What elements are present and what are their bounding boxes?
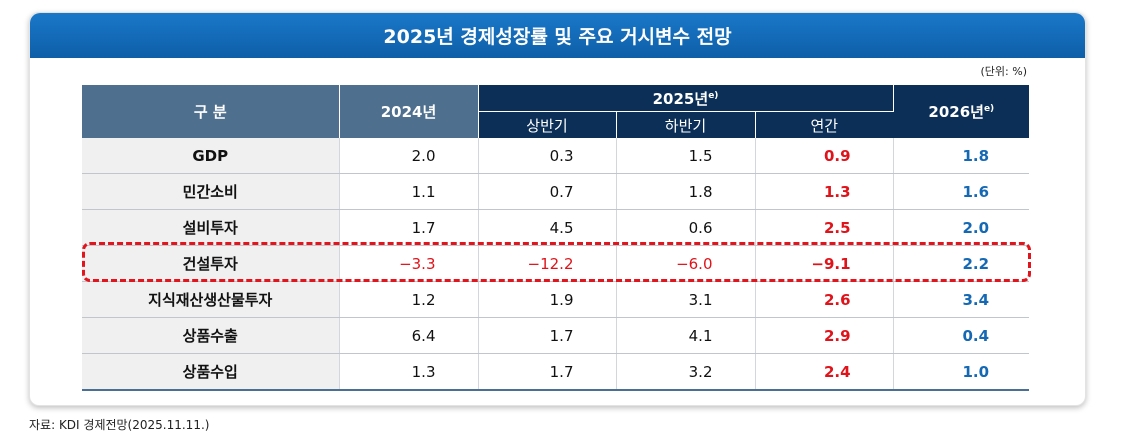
header-2026-sup: e) — [983, 104, 995, 114]
cell-annual: 2.9 — [755, 317, 894, 354]
cell-2024: 1.2 — [339, 281, 479, 318]
cell-2026: 0.4 — [893, 317, 1030, 354]
cell-annual: 2.5 — [755, 209, 894, 246]
cell-first-half: 1.9 — [478, 281, 617, 318]
table-row: GDP 2.0 0.3 1.5 0.9 1.8 — [82, 138, 1030, 174]
forecast-card: 2025년 경제성장률 및 주요 거시변수 전망 (단위: %) 구 분 202… — [29, 12, 1086, 406]
table-row: 상품수입 1.3 1.7 3.2 2.4 1.0 — [82, 353, 1030, 391]
cell-annual: 0.9 — [755, 138, 894, 174]
cell-first-half: 1.7 — [478, 317, 617, 354]
cell-2024: 1.3 — [339, 353, 479, 391]
cell-2024: 6.4 — [339, 317, 479, 354]
row-label: GDP — [82, 138, 340, 174]
cell-second-half: 3.2 — [616, 353, 756, 391]
cell-annual: −9.1 — [755, 245, 894, 282]
cell-annual: 1.3 — [755, 173, 894, 210]
table-row: 지식재산생산물투자 1.2 1.9 3.1 2.6 3.4 — [82, 281, 1030, 318]
cell-2024: 1.7 — [339, 209, 479, 246]
cell-2024: −3.3 — [339, 245, 479, 282]
unit-label: (단위: %) — [980, 65, 1027, 78]
cell-first-half: 0.7 — [478, 173, 617, 210]
cell-2026: 1.6 — [893, 173, 1030, 210]
header-second-half: 하반기 — [616, 111, 756, 138]
cell-second-half: 4.1 — [616, 317, 756, 354]
header-2025-label: 2025년 — [652, 89, 709, 108]
table-row: 상품수출 6.4 1.7 4.1 2.9 0.4 — [82, 317, 1030, 354]
cell-second-half: 1.5 — [616, 138, 756, 174]
header-2026-label: 2026년 — [928, 103, 984, 121]
cell-second-half: 0.6 — [616, 209, 756, 246]
cell-2024: 2.0 — [339, 138, 479, 174]
cell-2024: 1.1 — [339, 173, 479, 210]
cell-2026: 2.2 — [893, 245, 1030, 282]
forecast-table: 구 분 2024년 2025년e) 2026년e) 상반기 하반기 연간 GDP… — [82, 85, 1030, 391]
cell-first-half: 1.7 — [478, 353, 617, 391]
cell-second-half: 3.1 — [616, 281, 756, 318]
row-label: 민간소비 — [82, 173, 340, 210]
header-first-half: 상반기 — [478, 111, 617, 138]
header-2024: 2024년 — [339, 85, 479, 138]
row-label: 건설투자 — [82, 245, 340, 282]
header-2026: 2026년e) — [893, 85, 1030, 138]
cell-first-half: 4.5 — [478, 209, 617, 246]
cell-second-half: 1.8 — [616, 173, 756, 210]
cell-2026: 2.0 — [893, 209, 1030, 246]
cell-2026: 1.8 — [893, 138, 1030, 174]
cell-second-half: −6.0 — [616, 245, 756, 282]
row-label: 설비투자 — [82, 209, 340, 246]
table-row-highlighted: 건설투자 −3.3 −12.2 −6.0 −9.1 2.2 — [82, 245, 1030, 282]
table-row: 설비투자 1.7 4.5 0.6 2.5 2.0 — [82, 209, 1030, 246]
page-title: 2025년 경제성장률 및 주요 거시변수 전망 — [30, 13, 1085, 58]
header-2025-sup: e) — [708, 90, 719, 101]
row-label: 상품수출 — [82, 317, 340, 354]
header-annual: 연간 — [755, 111, 894, 138]
header-2025: 2025년e) — [478, 85, 894, 112]
source-note: 자료: KDI 경제전망(2025.11.11.) — [29, 418, 210, 432]
cell-2026: 1.0 — [893, 353, 1030, 391]
row-label: 상품수입 — [82, 353, 340, 391]
row-label: 지식재산생산물투자 — [82, 281, 340, 318]
table-row: 민간소비 1.1 0.7 1.8 1.3 1.6 — [82, 173, 1030, 210]
cell-annual: 2.4 — [755, 353, 894, 391]
cell-2026: 3.4 — [893, 281, 1030, 318]
cell-first-half: 0.3 — [478, 138, 617, 174]
cell-first-half: −12.2 — [478, 245, 617, 282]
cell-annual: 2.6 — [755, 281, 894, 318]
header-category: 구 분 — [82, 85, 340, 138]
